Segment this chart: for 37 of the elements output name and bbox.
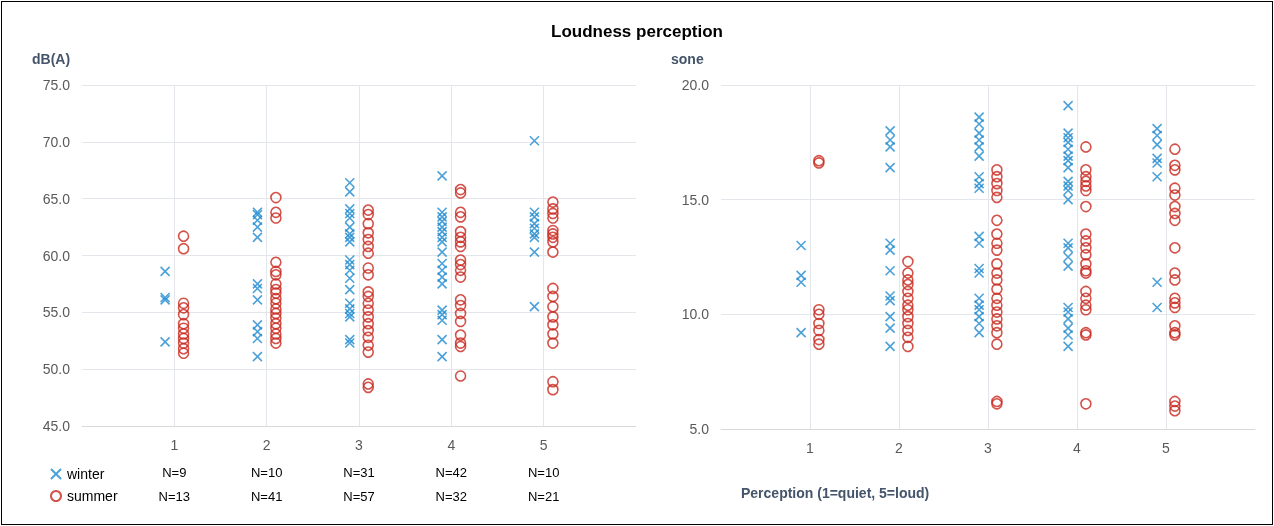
y-tick-label: 10.0 <box>681 306 710 323</box>
x-tick-label: 2 <box>895 440 904 456</box>
text: N=41 <box>250 489 283 504</box>
legend-label: winter <box>66 466 105 482</box>
y-tick-label: 15.0 <box>681 191 710 208</box>
y-axis-title: sone <box>671 51 704 67</box>
text: N=42 <box>435 465 468 480</box>
y-tick-label: 65.0 <box>42 190 71 207</box>
x-tick-label: 5 <box>539 437 548 453</box>
x-tick-label: 5 <box>1162 440 1171 456</box>
y-tick-label: 50.0 <box>42 361 71 378</box>
x-tick-label: 1 <box>806 440 815 456</box>
y-tick-label: 60.0 <box>42 247 71 264</box>
text: N=10 <box>527 465 560 480</box>
text: N=57 <box>343 489 375 504</box>
y-tick-label: 75.0 <box>42 77 71 93</box>
text: N=10 <box>250 465 283 480</box>
y-tick-label: 70.0 <box>42 133 71 150</box>
y-tick-label: 45.0 <box>42 418 71 434</box>
x-tick-label: 3 <box>355 437 364 453</box>
y-tick-label: 55.0 <box>42 304 71 321</box>
text: N=31 <box>343 465 375 480</box>
text: N=13 <box>158 489 191 504</box>
x-tick-label: 3 <box>984 440 993 456</box>
text: N=32 <box>435 489 468 504</box>
y-tick-label: 20.0 <box>681 77 710 93</box>
x-axis-title: Perception (1=quiet, 5=loud) <box>741 485 930 501</box>
chart-title: Loudness perception <box>550 22 724 42</box>
text: N=21 <box>527 489 560 504</box>
x-tick-label: 2 <box>262 437 271 453</box>
text: N=9 <box>162 465 187 480</box>
x-tick-label: 1 <box>170 437 179 453</box>
x-tick-label: 4 <box>447 437 456 453</box>
y-axis-title: dB(A) <box>32 51 71 67</box>
y-tick-label: 5.0 <box>689 421 710 437</box>
legend-label: summer <box>67 488 118 504</box>
x-tick-label: 4 <box>1073 440 1082 456</box>
